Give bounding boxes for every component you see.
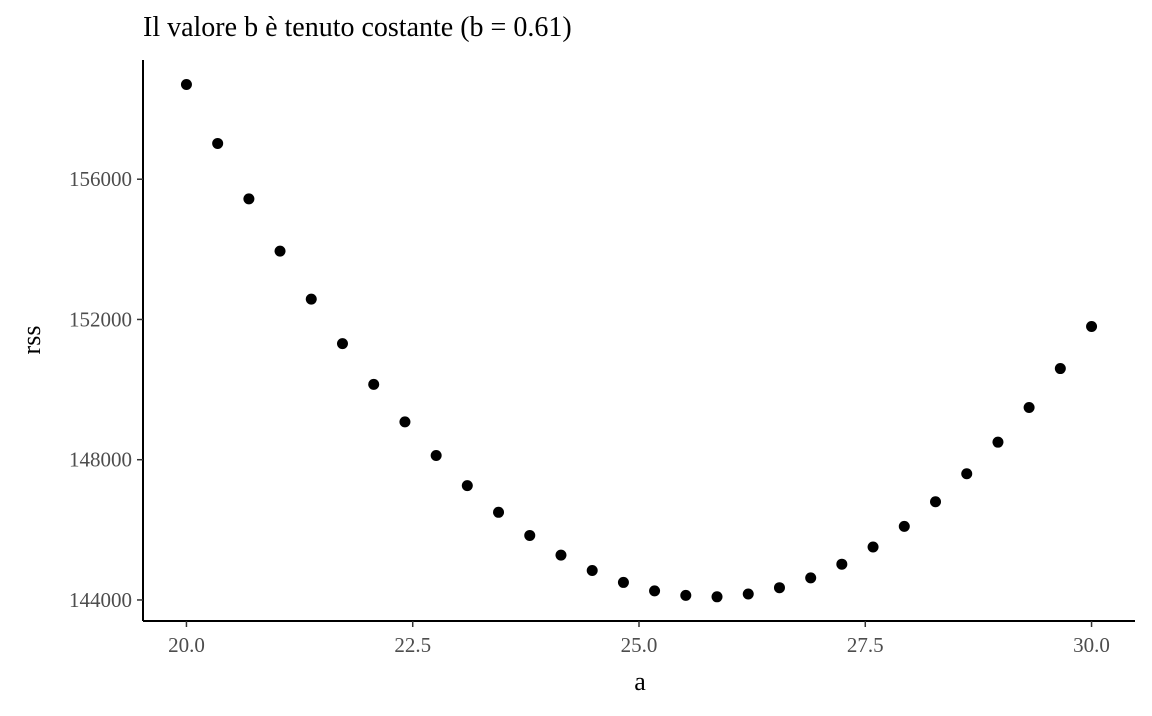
x-tick-label: 27.5 xyxy=(847,633,884,657)
data-point xyxy=(336,338,348,350)
data-point xyxy=(898,520,910,532)
data-point xyxy=(461,480,473,492)
data-point xyxy=(493,506,505,518)
x-tick-label: 22.5 xyxy=(394,633,431,657)
data-point xyxy=(773,582,785,594)
data-point xyxy=(836,558,848,570)
y-tick-label: 156000 xyxy=(69,167,132,191)
x-tick-label: 30.0 xyxy=(1073,633,1110,657)
data-point xyxy=(243,193,255,205)
data-point xyxy=(1054,363,1066,375)
y-axis-title: rss xyxy=(17,326,46,355)
data-point xyxy=(1086,320,1098,332)
data-point xyxy=(680,589,692,601)
data-point xyxy=(586,565,598,577)
data-point xyxy=(930,496,942,508)
data-point xyxy=(555,549,567,561)
data-point xyxy=(305,293,317,305)
data-point xyxy=(180,79,192,91)
data-point xyxy=(742,588,754,600)
x-tick-label: 20.0 xyxy=(168,633,205,657)
chart-title: Il valore b è tenuto costante (b = 0.61) xyxy=(143,12,572,43)
data-point xyxy=(430,450,442,462)
data-point xyxy=(617,576,629,588)
data-point xyxy=(805,572,817,584)
data-point xyxy=(867,541,879,553)
data-point xyxy=(961,468,973,480)
y-tick-label: 148000 xyxy=(69,448,132,472)
data-point xyxy=(524,529,536,541)
data-point xyxy=(1023,401,1035,413)
axes: 20.0 22.5 25.0 27.5 30.0 144000 148000 152000 15… xyxy=(69,60,1135,657)
y-tick-label: 144000 xyxy=(69,588,132,612)
data-point xyxy=(649,585,661,597)
data-points xyxy=(180,79,1098,603)
data-point xyxy=(212,137,224,149)
data-point xyxy=(399,416,411,428)
data-point xyxy=(711,591,723,603)
x-axis-title: a xyxy=(634,667,646,696)
data-point xyxy=(992,436,1004,448)
data-point xyxy=(274,245,286,257)
y-tick-label: 152000 xyxy=(69,307,132,331)
x-tick-label: 25.0 xyxy=(621,633,658,657)
data-point xyxy=(368,378,380,390)
